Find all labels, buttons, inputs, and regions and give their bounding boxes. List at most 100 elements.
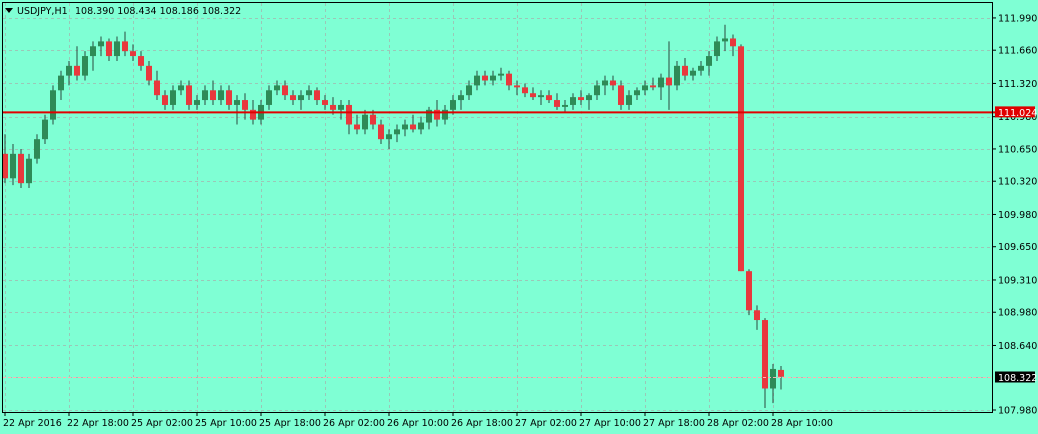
candle	[626, 90, 632, 110]
candle-body	[98, 41, 104, 47]
candle-body	[730, 38, 736, 47]
candle	[66, 60, 72, 86]
candle	[130, 44, 136, 61]
candle-body	[682, 65, 688, 76]
candle-body	[626, 95, 632, 105]
candle-body	[674, 65, 680, 86]
candle	[234, 95, 240, 125]
ohlc-readout: 108.390 108.434 108.186 108.322	[75, 6, 241, 17]
candle-body	[634, 90, 640, 96]
candle	[282, 80, 288, 101]
x-axis: 22 Apr 2016 22 Apr 18:00 25 Apr 02:00 25 Ap…	[3, 412, 833, 429]
candle	[186, 80, 192, 110]
candle	[658, 73, 664, 101]
candle-body	[490, 75, 496, 81]
candle	[714, 36, 720, 61]
candle-body	[458, 95, 464, 101]
candle	[634, 87, 640, 101]
candle-body	[618, 85, 624, 105]
candle	[666, 41, 672, 110]
candle	[538, 90, 544, 105]
candle	[2, 134, 8, 184]
candle	[154, 70, 160, 101]
candle	[498, 67, 504, 81]
candle	[474, 70, 480, 91]
candle-body	[434, 109, 440, 120]
candle-body	[594, 85, 600, 96]
candle-body	[314, 90, 320, 101]
candle-body	[426, 109, 432, 123]
candle	[354, 114, 360, 135]
candle	[306, 85, 312, 101]
candle	[90, 41, 96, 71]
candle-body	[282, 85, 288, 96]
candle	[26, 153, 32, 189]
candle	[586, 93, 592, 110]
candle-body	[418, 122, 424, 130]
candle-body	[394, 129, 400, 135]
candle-body	[738, 46, 744, 272]
candle	[170, 85, 176, 110]
candle	[18, 148, 24, 189]
candle	[314, 87, 320, 105]
candle	[738, 44, 744, 272]
triangle-down-icon[interactable]	[5, 8, 13, 13]
candle-body	[514, 85, 520, 88]
candle	[42, 114, 48, 145]
candle	[578, 90, 584, 105]
y-tick-label: 110.980	[998, 112, 1037, 123]
candle-body	[298, 95, 304, 101]
candle-body	[506, 73, 512, 86]
candle	[82, 51, 88, 81]
price-lines	[3, 111, 995, 378]
candle-body	[106, 41, 112, 57]
candle	[98, 36, 104, 57]
candle-body	[402, 124, 408, 130]
candle	[402, 119, 408, 137]
candle	[338, 100, 344, 120]
y-tick-label: 109.980	[998, 210, 1037, 221]
candle	[210, 80, 216, 105]
candle-body	[386, 134, 392, 140]
candle	[202, 85, 208, 105]
candle-body	[554, 100, 560, 107]
candle	[698, 60, 704, 76]
y-tick-label: 110.650	[998, 144, 1037, 155]
candle	[274, 80, 280, 96]
candle	[682, 58, 688, 81]
candle-body	[658, 77, 664, 88]
candle	[458, 90, 464, 110]
candle-body	[58, 75, 64, 91]
candle-body	[242, 100, 248, 110]
candle-body	[770, 368, 776, 389]
candle-body	[586, 95, 592, 101]
x-tick-label: 22 Apr 18:00	[67, 418, 129, 429]
candle	[378, 119, 384, 145]
y-tick-label: 109.310	[998, 275, 1037, 286]
candle-body	[26, 158, 32, 184]
candle-body	[170, 90, 176, 105]
candle	[114, 36, 120, 61]
x-tick-label: 25 Apr 02:00	[131, 418, 193, 429]
candle	[506, 70, 512, 91]
candle-body	[666, 77, 672, 86]
candle	[426, 106, 432, 130]
candle-body	[362, 114, 368, 130]
candle-body	[322, 100, 328, 105]
x-tick-label: 26 Apr 02:00	[323, 418, 385, 429]
candle	[290, 90, 296, 105]
candle	[386, 129, 392, 149]
candle-body	[346, 104, 352, 125]
candle	[522, 83, 528, 98]
candle	[218, 85, 224, 105]
y-tick-label: 111.660	[998, 46, 1037, 57]
hline-tag[interactable]: 111.024	[995, 106, 1037, 119]
candle-body	[50, 90, 56, 120]
candle-body	[746, 271, 752, 311]
candle-body	[650, 85, 656, 88]
candle-body	[466, 85, 472, 96]
plot-frame	[2, 2, 993, 413]
candle	[122, 31, 128, 57]
candle	[490, 70, 496, 86]
